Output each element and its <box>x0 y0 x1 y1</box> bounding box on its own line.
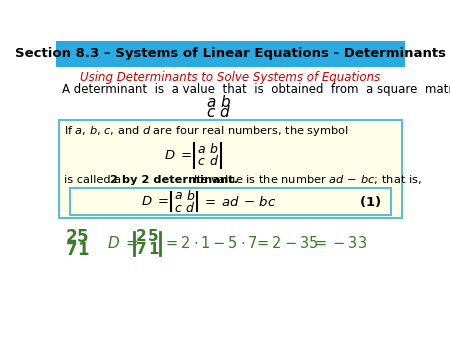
Bar <box>56 41 405 67</box>
Text: 5: 5 <box>77 228 89 246</box>
Text: 2: 2 <box>66 228 77 246</box>
Text: $a$: $a$ <box>174 189 183 202</box>
Text: $d$: $d$ <box>219 104 231 120</box>
Text: $a$: $a$ <box>197 143 206 155</box>
Text: $D\;=$: $D\;=$ <box>107 236 139 251</box>
Text: If $a$, $b$, $c$, and $d$ are four real numbers, the symbol: If $a$, $b$, $c$, and $d$ are four real … <box>64 124 349 138</box>
Text: $b$: $b$ <box>209 142 218 156</box>
Text: Using Determinants to Solve Systems of Equations: Using Determinants to Solve Systems of E… <box>81 71 381 84</box>
Text: $=2\cdot1-5\cdot7$: $=2\cdot1-5\cdot7$ <box>163 236 258 251</box>
Text: $b$: $b$ <box>186 189 195 203</box>
Text: Its value is the number $ad\,-\,bc$; that is,: Its value is the number $ad\,-\,bc$; tha… <box>190 173 422 187</box>
Bar <box>59 120 402 218</box>
Text: $=\;ad\,-\,bc$: $=\;ad\,-\,bc$ <box>202 195 276 209</box>
Text: $\mathbf{(1)}$: $\mathbf{(1)}$ <box>360 194 382 209</box>
Text: $c$: $c$ <box>206 105 216 120</box>
Text: $c$: $c$ <box>197 155 206 168</box>
Text: $D\;=$: $D\;=$ <box>141 195 169 208</box>
Text: $b$: $b$ <box>220 94 231 110</box>
Text: 1: 1 <box>77 241 89 259</box>
Text: A determinant  is  a value  that  is  obtained  from  a square  matrix.: A determinant is a value that is obtaine… <box>63 83 450 96</box>
Text: 1: 1 <box>148 242 158 258</box>
Text: $d$: $d$ <box>209 154 219 168</box>
Text: Section 8.3 – Systems of Linear Equations - Determinants: Section 8.3 – Systems of Linear Equation… <box>15 47 446 60</box>
Text: is called a: is called a <box>64 175 125 185</box>
Text: 2: 2 <box>136 230 147 244</box>
Text: 7: 7 <box>66 241 77 259</box>
Text: $a$: $a$ <box>206 95 216 110</box>
Text: $=2-35$: $=2-35$ <box>254 236 319 251</box>
Text: $D\;=$: $D\;=$ <box>164 149 192 162</box>
Text: 7: 7 <box>136 242 147 258</box>
Text: $=-33$: $=-33$ <box>312 236 367 251</box>
Text: $d$: $d$ <box>185 201 195 215</box>
Bar <box>70 188 391 215</box>
Text: 5: 5 <box>148 230 158 244</box>
Text: $c$: $c$ <box>174 201 183 215</box>
Text: 2 by 2 determinant.: 2 by 2 determinant. <box>111 175 238 185</box>
